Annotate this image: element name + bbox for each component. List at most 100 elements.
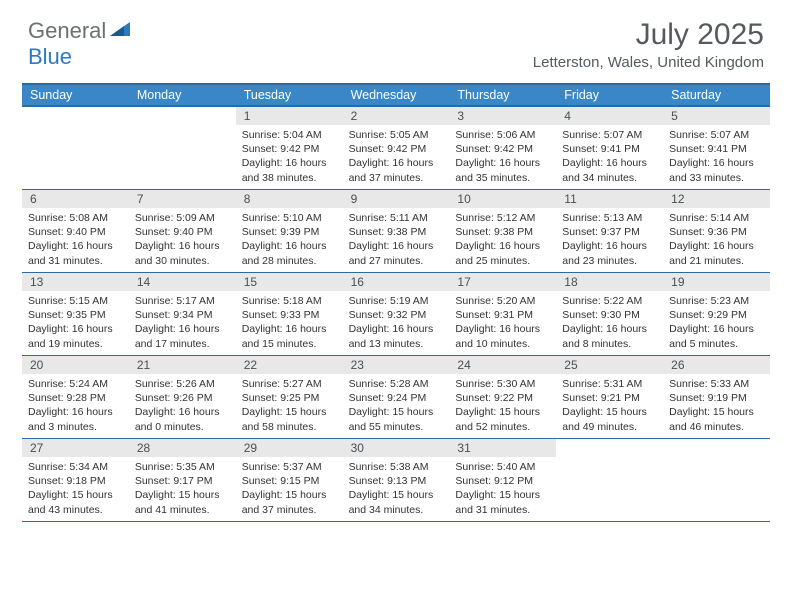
day-cell-8: 8Sunrise: 5:10 AMSunset: 9:39 PMDaylight… (236, 190, 343, 272)
day-number: 9 (343, 190, 450, 208)
day-cell-1: 1Sunrise: 5:04 AMSunset: 9:42 PMDaylight… (236, 107, 343, 189)
sunrise-line: Sunrise: 5:35 AM (135, 460, 230, 474)
sunset-line: Sunset: 9:31 PM (455, 308, 550, 322)
sunrise-line: Sunrise: 5:17 AM (135, 294, 230, 308)
day-body: Sunrise: 5:33 AMSunset: 9:19 PMDaylight:… (663, 374, 770, 438)
day-number: 12 (663, 190, 770, 208)
day-cell-27: 27Sunrise: 5:34 AMSunset: 9:18 PMDayligh… (22, 439, 129, 521)
sunset-line: Sunset: 9:40 PM (135, 225, 230, 239)
sunrise-line: Sunrise: 5:12 AM (455, 211, 550, 225)
daylight-line: Daylight: 15 hours and 52 minutes. (455, 405, 550, 433)
day-body: Sunrise: 5:05 AMSunset: 9:42 PMDaylight:… (343, 125, 450, 189)
daylight-line: Daylight: 16 hours and 35 minutes. (455, 156, 550, 184)
day-body: Sunrise: 5:07 AMSunset: 9:41 PMDaylight:… (663, 125, 770, 189)
daylight-line: Daylight: 16 hours and 28 minutes. (242, 239, 337, 267)
day-body: Sunrise: 5:37 AMSunset: 9:15 PMDaylight:… (236, 457, 343, 521)
day-number: 22 (236, 356, 343, 374)
day-cell-17: 17Sunrise: 5:20 AMSunset: 9:31 PMDayligh… (449, 273, 556, 355)
day-number: 14 (129, 273, 236, 291)
day-cell-26: 26Sunrise: 5:33 AMSunset: 9:19 PMDayligh… (663, 356, 770, 438)
sunset-line: Sunset: 9:12 PM (455, 474, 550, 488)
calendar: SundayMondayTuesdayWednesdayThursdayFrid… (22, 83, 770, 522)
day-number: 4 (556, 107, 663, 125)
day-cell-18: 18Sunrise: 5:22 AMSunset: 9:30 PMDayligh… (556, 273, 663, 355)
day-number: 27 (22, 439, 129, 457)
day-number: 24 (449, 356, 556, 374)
sunset-line: Sunset: 9:34 PM (135, 308, 230, 322)
day-cell-19: 19Sunrise: 5:23 AMSunset: 9:29 PMDayligh… (663, 273, 770, 355)
day-cell-15: 15Sunrise: 5:18 AMSunset: 9:33 PMDayligh… (236, 273, 343, 355)
day-body: Sunrise: 5:08 AMSunset: 9:40 PMDaylight:… (22, 208, 129, 272)
daylight-line: Daylight: 15 hours and 41 minutes. (135, 488, 230, 516)
day-cell-13: 13Sunrise: 5:15 AMSunset: 9:35 PMDayligh… (22, 273, 129, 355)
day-number: 29 (236, 439, 343, 457)
daylight-line: Daylight: 15 hours and 37 minutes. (242, 488, 337, 516)
day-number: 3 (449, 107, 556, 125)
sunrise-line: Sunrise: 5:06 AM (455, 128, 550, 142)
day-body: Sunrise: 5:40 AMSunset: 9:12 PMDaylight:… (449, 457, 556, 521)
day-number: 1 (236, 107, 343, 125)
daylight-line: Daylight: 16 hours and 17 minutes. (135, 322, 230, 350)
daylight-line: Daylight: 15 hours and 55 minutes. (349, 405, 444, 433)
day-body: Sunrise: 5:31 AMSunset: 9:21 PMDaylight:… (556, 374, 663, 438)
day-cell-4: 4Sunrise: 5:07 AMSunset: 9:41 PMDaylight… (556, 107, 663, 189)
day-body: Sunrise: 5:15 AMSunset: 9:35 PMDaylight:… (22, 291, 129, 355)
day-cell-5: 5Sunrise: 5:07 AMSunset: 9:41 PMDaylight… (663, 107, 770, 189)
daylight-line: Daylight: 16 hours and 3 minutes. (28, 405, 123, 433)
sunrise-line: Sunrise: 5:11 AM (349, 211, 444, 225)
daylight-line: Daylight: 16 hours and 33 minutes. (669, 156, 764, 184)
sunset-line: Sunset: 9:42 PM (455, 142, 550, 156)
day-cell-9: 9Sunrise: 5:11 AMSunset: 9:38 PMDaylight… (343, 190, 450, 272)
sunset-line: Sunset: 9:25 PM (242, 391, 337, 405)
sunrise-line: Sunrise: 5:15 AM (28, 294, 123, 308)
sunset-line: Sunset: 9:13 PM (349, 474, 444, 488)
day-body: Sunrise: 5:30 AMSunset: 9:22 PMDaylight:… (449, 374, 556, 438)
title-block: July 2025 Letterston, Wales, United King… (533, 18, 764, 71)
day-cell-29: 29Sunrise: 5:37 AMSunset: 9:15 PMDayligh… (236, 439, 343, 521)
day-number: 5 (663, 107, 770, 125)
day-number: 8 (236, 190, 343, 208)
sunrise-line: Sunrise: 5:27 AM (242, 377, 337, 391)
day-cell-12: 12Sunrise: 5:14 AMSunset: 9:36 PMDayligh… (663, 190, 770, 272)
day-body: Sunrise: 5:17 AMSunset: 9:34 PMDaylight:… (129, 291, 236, 355)
sunrise-line: Sunrise: 5:09 AM (135, 211, 230, 225)
sunset-line: Sunset: 9:30 PM (562, 308, 657, 322)
sunset-line: Sunset: 9:41 PM (562, 142, 657, 156)
day-number: 17 (449, 273, 556, 291)
day-cell-23: 23Sunrise: 5:28 AMSunset: 9:24 PMDayligh… (343, 356, 450, 438)
day-body: Sunrise: 5:34 AMSunset: 9:18 PMDaylight:… (22, 457, 129, 521)
day-body: Sunrise: 5:27 AMSunset: 9:25 PMDaylight:… (236, 374, 343, 438)
day-cell-20: 20Sunrise: 5:24 AMSunset: 9:28 PMDayligh… (22, 356, 129, 438)
day-body: Sunrise: 5:11 AMSunset: 9:38 PMDaylight:… (343, 208, 450, 272)
sunset-line: Sunset: 9:22 PM (455, 391, 550, 405)
day-body: Sunrise: 5:14 AMSunset: 9:36 PMDaylight:… (663, 208, 770, 272)
sunset-line: Sunset: 9:38 PM (349, 225, 444, 239)
sunset-line: Sunset: 9:18 PM (28, 474, 123, 488)
logo-word-general: General (28, 18, 106, 44)
weekday-sunday: Sunday (22, 85, 129, 105)
week-row: 6Sunrise: 5:08 AMSunset: 9:40 PMDaylight… (22, 190, 770, 273)
sunset-line: Sunset: 9:39 PM (242, 225, 337, 239)
day-number: 19 (663, 273, 770, 291)
sunrise-line: Sunrise: 5:07 AM (669, 128, 764, 142)
day-cell-24: 24Sunrise: 5:30 AMSunset: 9:22 PMDayligh… (449, 356, 556, 438)
weekday-tuesday: Tuesday (236, 85, 343, 105)
location-subtitle: Letterston, Wales, United Kingdom (533, 54, 764, 71)
logo: General (28, 18, 134, 44)
day-number: 10 (449, 190, 556, 208)
sunset-line: Sunset: 9:26 PM (135, 391, 230, 405)
sunrise-line: Sunrise: 5:34 AM (28, 460, 123, 474)
week-row: 27Sunrise: 5:34 AMSunset: 9:18 PMDayligh… (22, 439, 770, 522)
sunrise-line: Sunrise: 5:14 AM (669, 211, 764, 225)
day-number: 2 (343, 107, 450, 125)
day-body: Sunrise: 5:10 AMSunset: 9:39 PMDaylight:… (236, 208, 343, 272)
daylight-line: Daylight: 15 hours and 34 minutes. (349, 488, 444, 516)
weekday-friday: Friday (556, 85, 663, 105)
sunset-line: Sunset: 9:21 PM (562, 391, 657, 405)
daylight-line: Daylight: 15 hours and 43 minutes. (28, 488, 123, 516)
sunset-line: Sunset: 9:32 PM (349, 308, 444, 322)
empty-day-cell: . (129, 107, 236, 189)
day-number: 16 (343, 273, 450, 291)
sunset-line: Sunset: 9:28 PM (28, 391, 123, 405)
sunrise-line: Sunrise: 5:28 AM (349, 377, 444, 391)
